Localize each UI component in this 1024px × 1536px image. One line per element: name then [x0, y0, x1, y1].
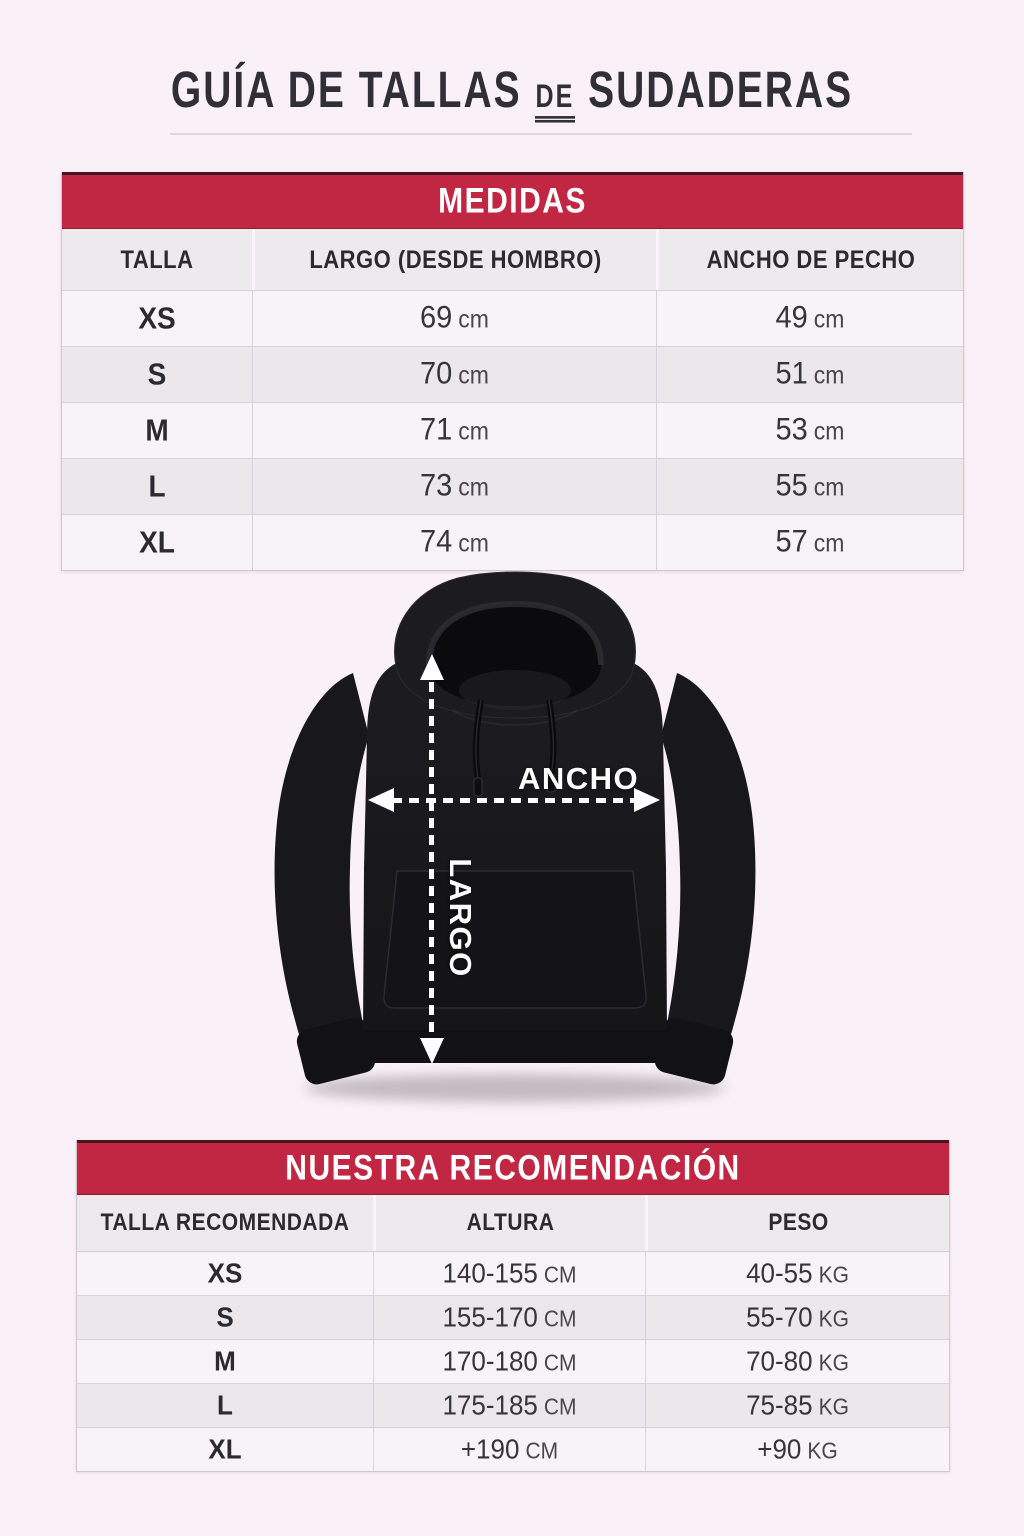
- chest-cell: 53 cm: [656, 403, 963, 458]
- table-row: S 155-170 CM 55-70 KG: [77, 1296, 949, 1340]
- chest-cell: 49 cm: [656, 291, 963, 346]
- recommendation-table-title: NUESTRA RECOMENDACIÓN: [285, 1148, 741, 1188]
- largo-dashed-line: [429, 682, 434, 1038]
- title-part-before: GUÍA DE TALLAS: [170, 62, 522, 119]
- table-row: L 175-185 CM 75-85 KG: [77, 1384, 949, 1428]
- recommendation-table-header: NUESTRA RECOMENDACIÓN: [77, 1140, 949, 1195]
- size-cell: M: [214, 1344, 236, 1378]
- chest-cell: 55 cm: [656, 459, 963, 514]
- weight-cell: 40-55 KG: [645, 1252, 949, 1295]
- length-cell: 69 cm: [252, 291, 656, 346]
- measures-table: MEDIDAS TALLA LARGO (DESDE HOMBRO) ANCHO…: [61, 172, 964, 571]
- column-header-peso: PESO: [645, 1195, 949, 1251]
- page-title-text: GUÍA DE TALLAS DE SUDADERAS: [170, 62, 854, 123]
- arrow-right-icon: [634, 788, 660, 812]
- length-cell: 74 cm: [252, 515, 656, 570]
- measures-column-headers: TALLA LARGO (DESDE HOMBRO) ANCHO DE PECH…: [62, 229, 963, 291]
- arrow-down-icon: [420, 1038, 444, 1064]
- arrow-up-icon: [420, 654, 444, 680]
- length-cell: 73 cm: [252, 459, 656, 514]
- recommendation-column-headers: TALLA RECOMENDADA ALTURA PESO: [77, 1195, 949, 1252]
- title-divider-line: [170, 133, 912, 135]
- arrow-left-icon: [368, 788, 394, 812]
- page-title: GUÍA DE TALLAS DE SUDADERAS: [0, 63, 1024, 123]
- recommendation-table: NUESTRA RECOMENDACIÓN TALLA RECOMENDADA …: [76, 1140, 950, 1472]
- size-cell: S: [216, 1300, 234, 1334]
- size-cell: S: [147, 357, 167, 391]
- largo-measurement-label: LARGO: [443, 858, 478, 978]
- height-cell: +190 CM: [373, 1428, 645, 1471]
- table-row: S 70 cm 51 cm: [62, 347, 963, 403]
- table-row: L 73 cm 55 cm: [62, 459, 963, 515]
- size-cell: XS: [207, 1256, 243, 1290]
- height-cell: 170-180 CM: [373, 1340, 645, 1383]
- column-header-talla: TALLA: [120, 244, 194, 274]
- column-header-altura: ALTURA: [373, 1195, 645, 1251]
- table-row: XS 140-155 CM 40-55 KG: [77, 1252, 949, 1296]
- size-cell: M: [145, 413, 169, 447]
- length-cell: 71 cm: [252, 403, 656, 458]
- weight-cell: +90 KG: [645, 1428, 949, 1471]
- size-cell: L: [148, 469, 166, 503]
- title-de-underlined: DE: [534, 78, 576, 123]
- column-header-talla-recomendada: TALLA RECOMENDADA: [100, 1209, 350, 1236]
- weight-cell: 55-70 KG: [645, 1296, 949, 1339]
- weight-cell: 75-85 KG: [645, 1384, 949, 1427]
- height-cell: 155-170 CM: [373, 1296, 645, 1339]
- size-cell: XL: [139, 525, 175, 559]
- hoodie-illustration: [274, 571, 756, 1102]
- table-row: XS 69 cm 49 cm: [62, 291, 963, 347]
- column-header-ancho: ANCHO DE PECHO: [656, 229, 963, 290]
- measures-table-header: MEDIDAS: [62, 172, 963, 229]
- table-row: M 71 cm 53 cm: [62, 403, 963, 459]
- weight-cell: 70-80 KG: [645, 1340, 949, 1383]
- table-row: XL 74 cm 57 cm: [62, 515, 963, 570]
- hoodie-image: [245, 568, 785, 1113]
- measures-table-title: MEDIDAS: [438, 181, 587, 221]
- size-cell: XL: [208, 1432, 242, 1466]
- title-part-after: SUDADERAS: [588, 62, 854, 119]
- table-row: XL +190 CM +90 KG: [77, 1428, 949, 1471]
- length-cell: 70 cm: [252, 347, 656, 402]
- table-row: M 170-180 CM 70-80 KG: [77, 1340, 949, 1384]
- chest-cell: 57 cm: [656, 515, 963, 570]
- height-cell: 175-185 CM: [373, 1384, 645, 1427]
- size-cell: XS: [138, 301, 176, 335]
- size-cell: L: [217, 1388, 233, 1422]
- ancho-dashed-line: [392, 798, 636, 803]
- chest-cell: 51 cm: [656, 347, 963, 402]
- ancho-measurement-label: ANCHO: [518, 761, 640, 796]
- height-cell: 140-155 CM: [373, 1252, 645, 1295]
- column-header-largo: LARGO (DESDE HOMBRO): [252, 229, 656, 290]
